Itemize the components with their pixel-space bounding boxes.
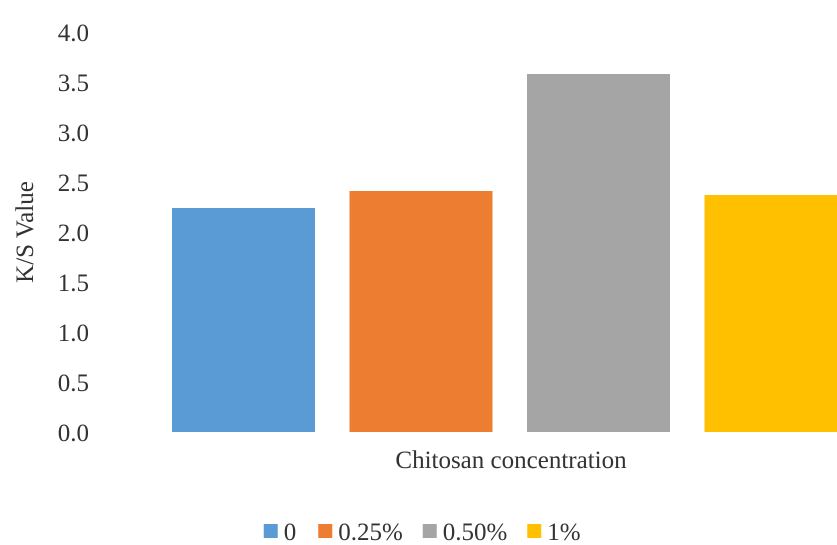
legend-label-4: 1% (547, 519, 580, 545)
bar-1 (172, 208, 315, 432)
legend-label-2: 0.25% (338, 519, 403, 545)
y-tick-label: 1.5 (58, 270, 89, 297)
bar-4 (704, 195, 837, 432)
bar-3 (527, 74, 670, 432)
y-tick-label: 0.5 (58, 370, 89, 397)
y-tick-label: 4.0 (58, 20, 89, 47)
y-tick-label: 2.5 (58, 170, 89, 197)
bars (172, 74, 837, 432)
y-tick-label: 1.0 (58, 320, 89, 347)
legend: 0 0.25% 0.50% 1% (263, 519, 581, 545)
legend-swatch-3 (422, 524, 437, 538)
legend-label-3: 0.50% (443, 519, 508, 545)
legend-swatch-1 (263, 524, 278, 538)
y-tick-label: 3.0 (58, 120, 89, 147)
legend-swatch-2 (318, 524, 333, 538)
y-axis-ticks: 0.0 0.5 1.0 1.5 2.0 2.5 3.0 3.5 4.0 (58, 20, 89, 447)
legend-swatch-4 (527, 524, 542, 538)
x-axis-title: Chitosan concentration (395, 447, 627, 474)
y-tick-label: 3.5 (58, 70, 89, 97)
legend-label-1: 0 (284, 519, 297, 545)
y-axis-title: K/S Value (12, 181, 39, 283)
bar-2 (349, 191, 493, 432)
y-tick-label: 0.0 (58, 420, 89, 447)
y-tick-label: 2.0 (58, 220, 89, 247)
